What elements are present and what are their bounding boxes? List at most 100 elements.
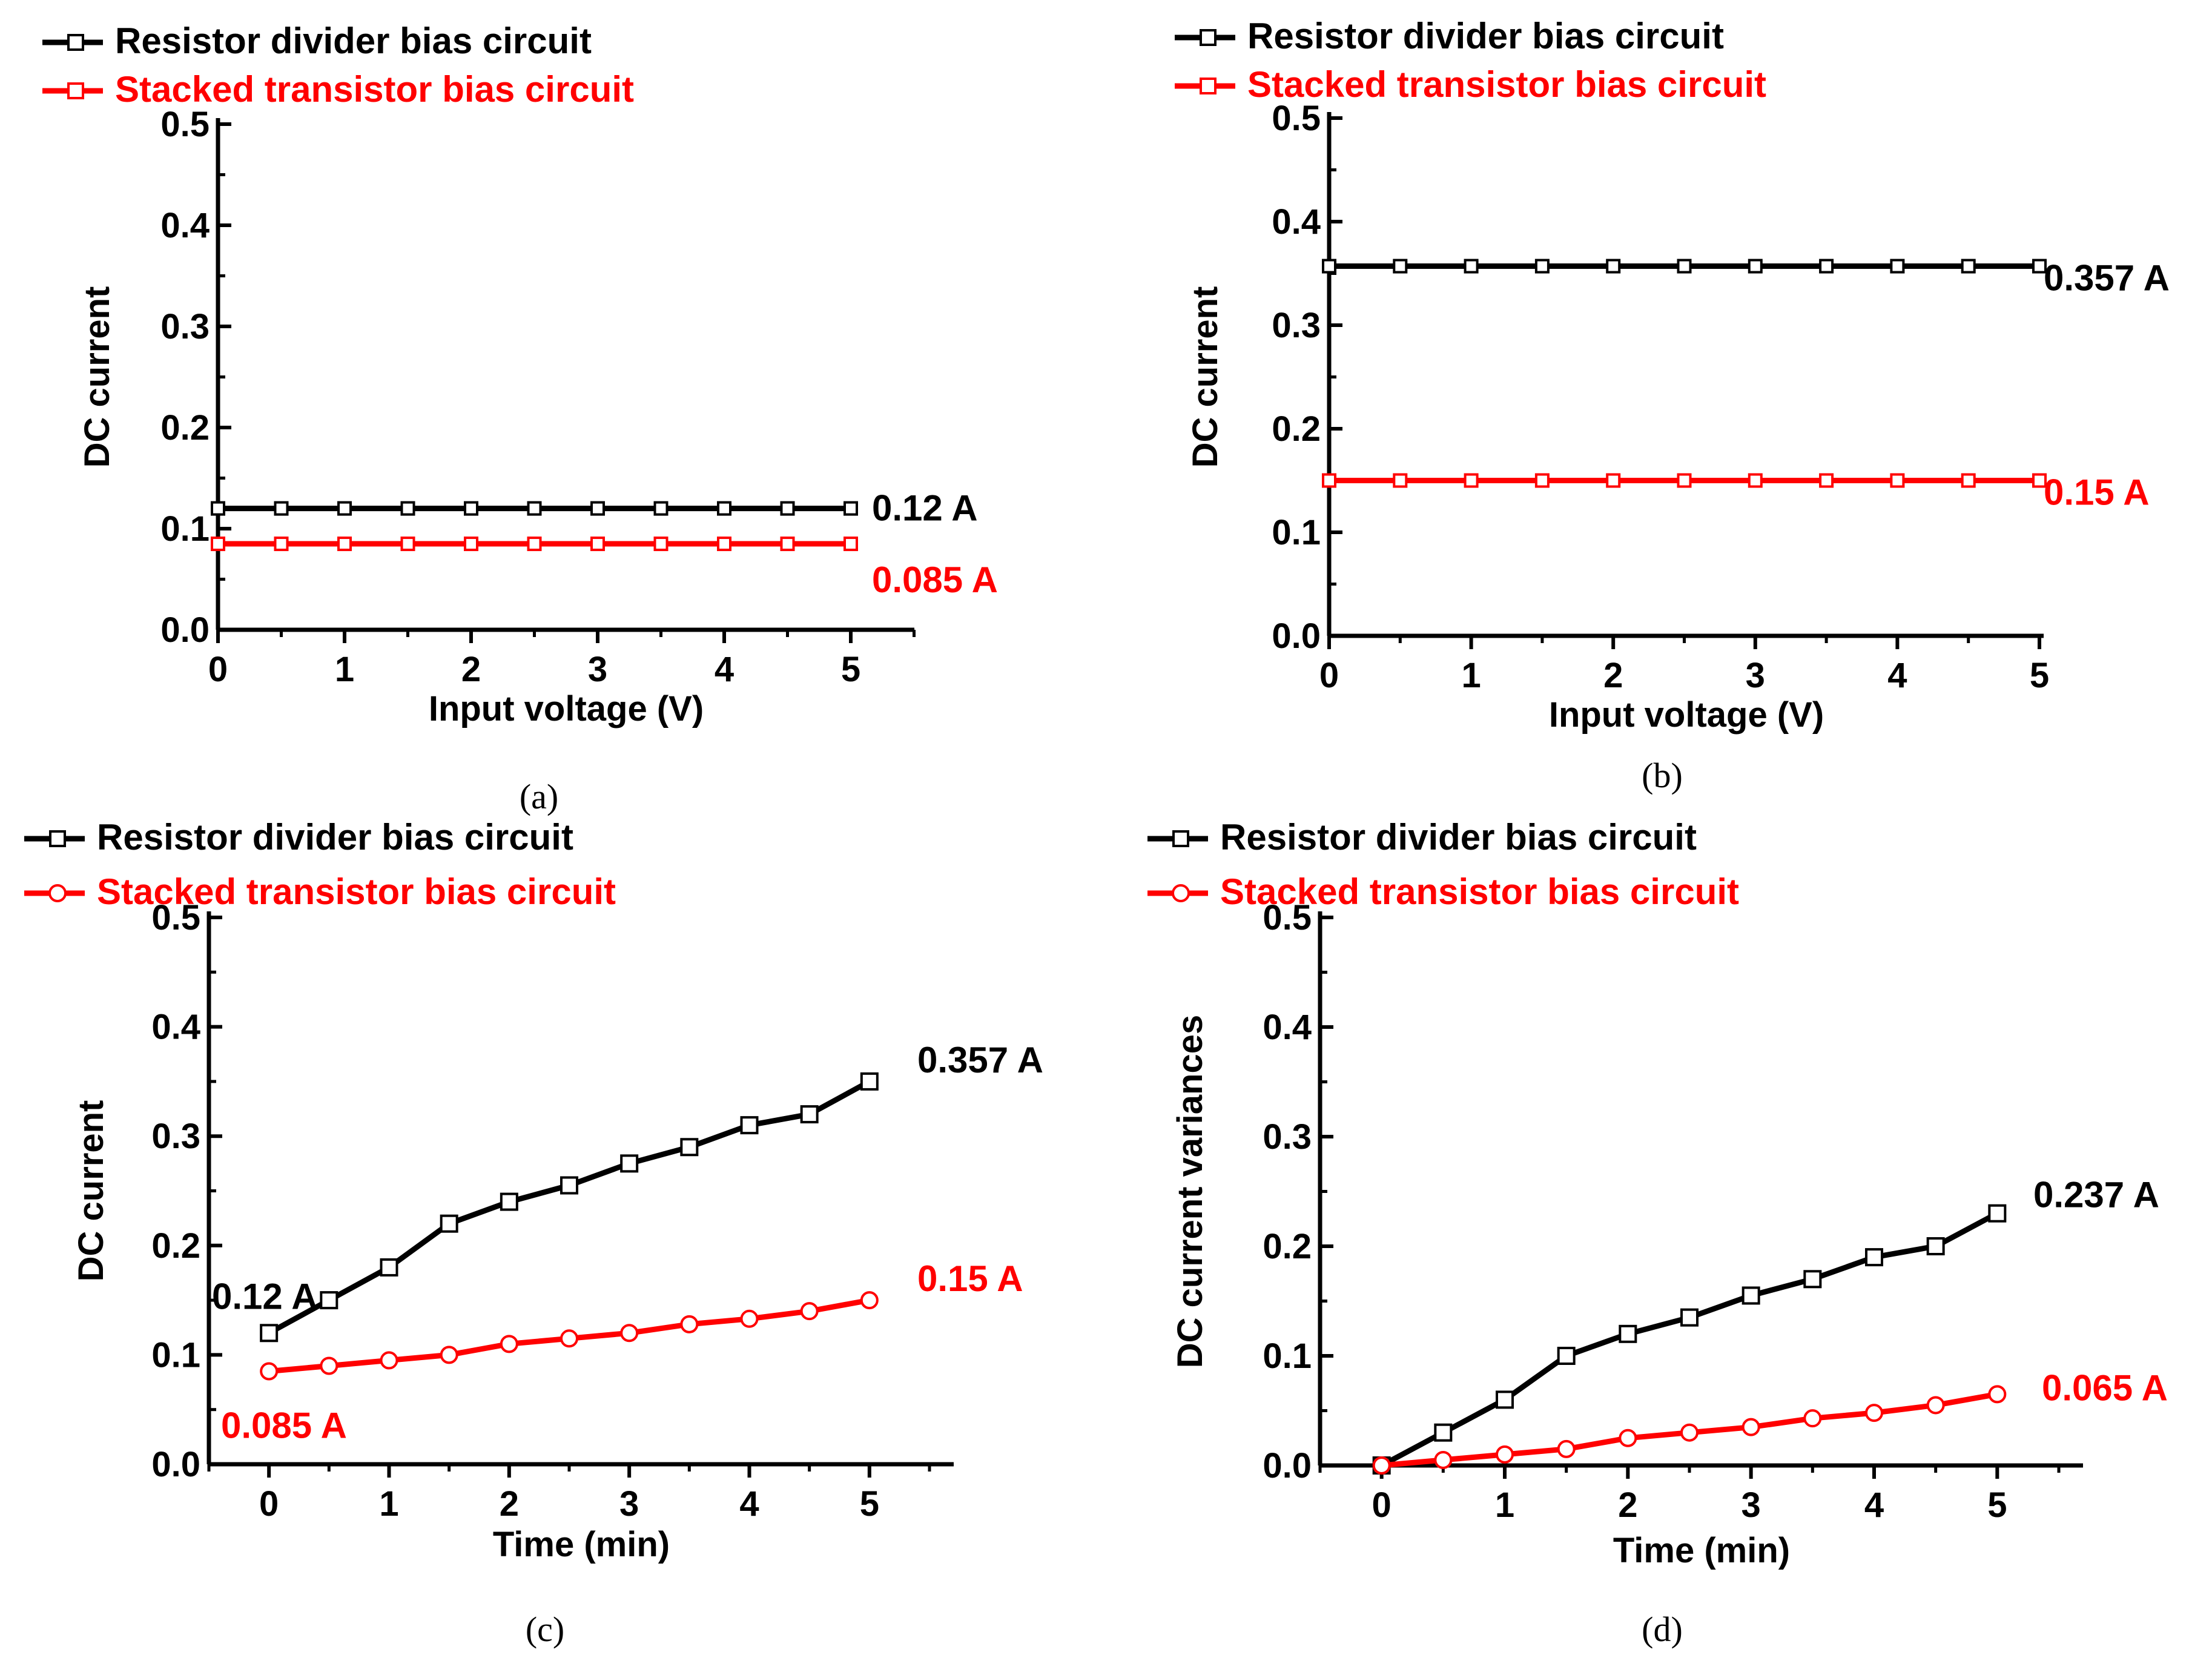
x-tick-label: 1 [1461, 656, 1481, 695]
data-point-circle [320, 1356, 338, 1375]
legend-marker [67, 34, 84, 51]
legend-marker [1200, 29, 1217, 46]
x-tick-label: 1 [335, 650, 354, 689]
series-line-resistor-divider [268, 1079, 871, 1336]
y-tick-label: 0.2 [160, 408, 210, 448]
legend-marker [1172, 884, 1190, 902]
data-point-square [1890, 259, 1905, 274]
data-point-square [1496, 1390, 1514, 1409]
y-tick-label: 0.5 [1263, 898, 1312, 937]
legend-marker [48, 884, 67, 902]
data-point-square [740, 1116, 759, 1135]
data-point-circle [560, 1329, 578, 1348]
legend-label: Stacked transistor bias circuit [1220, 871, 1739, 912]
data-point-circle [1372, 1456, 1391, 1475]
data-point-square [1926, 1237, 1945, 1255]
y-tick-label: 0.1 [1263, 1336, 1312, 1376]
panel-caption: (a) [520, 777, 558, 816]
data-point-square [780, 537, 795, 552]
data-point-square [2032, 259, 2047, 274]
legend-marker [1172, 830, 1189, 847]
data-point-square [1464, 473, 1479, 488]
data-point-square [1322, 259, 1336, 274]
data-point-square [1961, 473, 1976, 488]
data-point-circle [740, 1309, 759, 1328]
x-tick-label: 4 [739, 1484, 759, 1524]
data-point-square [211, 537, 225, 552]
x-tick-label: 3 [588, 650, 607, 689]
x-tick-label: 2 [500, 1484, 519, 1524]
data-point-square [464, 537, 478, 552]
legend-label: Resistor divider bias circuit [1220, 817, 1697, 857]
x-axis-label: Time (min) [493, 1525, 670, 1564]
data-point-square [1557, 1347, 1576, 1365]
y-tick-label: 0.1 [160, 509, 210, 549]
y-tick-label: 0.0 [1272, 616, 1321, 656]
x-tick-label: 1 [379, 1484, 398, 1524]
data-point-square [1606, 473, 1621, 488]
data-point-circle [1619, 1429, 1637, 1447]
y-axis-label: DC current [71, 1100, 111, 1282]
data-point-square [1742, 1286, 1760, 1305]
data-point-square [844, 537, 858, 552]
y-tick-label: 0.1 [151, 1335, 200, 1375]
data-point-circle [1865, 1404, 1883, 1422]
legend-label: Stacked transistor bias circuit [97, 871, 616, 912]
y-tick-label: 0.0 [1263, 1446, 1312, 1485]
data-point-square [1988, 1204, 2007, 1223]
y-tick-label: 0.4 [151, 1008, 200, 1047]
data-point-square [274, 501, 289, 516]
panel-caption: (d) [1642, 1610, 1683, 1649]
data-point-circle [380, 1351, 398, 1370]
annotation-label: 0.065 A [2042, 1367, 2168, 1408]
data-point-square [1393, 259, 1408, 274]
annotation-label: 0.12 A [212, 1276, 318, 1316]
y-tick-label: 0.0 [151, 1445, 200, 1484]
y-tick-label: 0.5 [1272, 99, 1321, 138]
data-point-square [1680, 1308, 1699, 1327]
data-point-square [1677, 473, 1692, 488]
data-point-square [500, 1192, 518, 1211]
y-tick-label: 0.5 [160, 105, 210, 144]
data-point-circle [1496, 1445, 1514, 1464]
panel-caption: (c) [526, 1610, 564, 1649]
data-point-square [653, 501, 669, 516]
y-tick-label: 0.4 [1272, 202, 1321, 242]
data-point-square [844, 501, 858, 516]
x-tick-label: 3 [1746, 656, 1765, 695]
legend-label: Resistor divider bias circuit [97, 817, 573, 857]
data-point-square [464, 501, 478, 516]
data-point-square [717, 501, 731, 516]
data-point-square [1606, 259, 1621, 274]
data-point-square [860, 1072, 879, 1091]
x-tick-label: 4 [715, 650, 734, 689]
panel-a: 0.0 0.1 0.2 0.3 0.4 0.5 0 1 2 3 4 5 Input voltage (V… [42, 21, 998, 816]
data-point-square [1464, 259, 1479, 274]
data-point-square [653, 537, 669, 552]
data-point-square [800, 1105, 819, 1124]
data-point-circle [800, 1302, 819, 1321]
panel-d: 0.0 0.1 0.2 0.3 0.4 0.5 0 1 2 3 4 5 Time (min) DC cur… [1147, 817, 2168, 1649]
y-tick-label: 0.0 [160, 610, 210, 650]
legend-marker [67, 82, 84, 99]
data-point-square [1393, 473, 1408, 488]
data-point-square [1865, 1248, 1883, 1267]
data-point-square [400, 501, 415, 516]
x-tick-label: 2 [1603, 656, 1623, 695]
x-tick-label: 2 [1618, 1485, 1637, 1525]
annotation-label: 0.12 A [872, 488, 978, 529]
data-point-square [560, 1176, 578, 1195]
x-tick-label: 0 [1319, 656, 1339, 695]
data-point-square [1748, 473, 1763, 488]
data-point-square [1890, 473, 1905, 488]
annotation-label: 0.237 A [2033, 1175, 2159, 1215]
data-point-circle [860, 1291, 879, 1310]
y-axis-label: DC current [78, 286, 117, 468]
x-tick-label: 3 [619, 1484, 639, 1524]
x-tick-label: 2 [461, 650, 481, 689]
data-point-square [380, 1258, 398, 1277]
y-tick-label: 0.2 [151, 1226, 200, 1266]
y-tick-label: 0.3 [160, 307, 210, 346]
data-point-square [440, 1214, 458, 1233]
